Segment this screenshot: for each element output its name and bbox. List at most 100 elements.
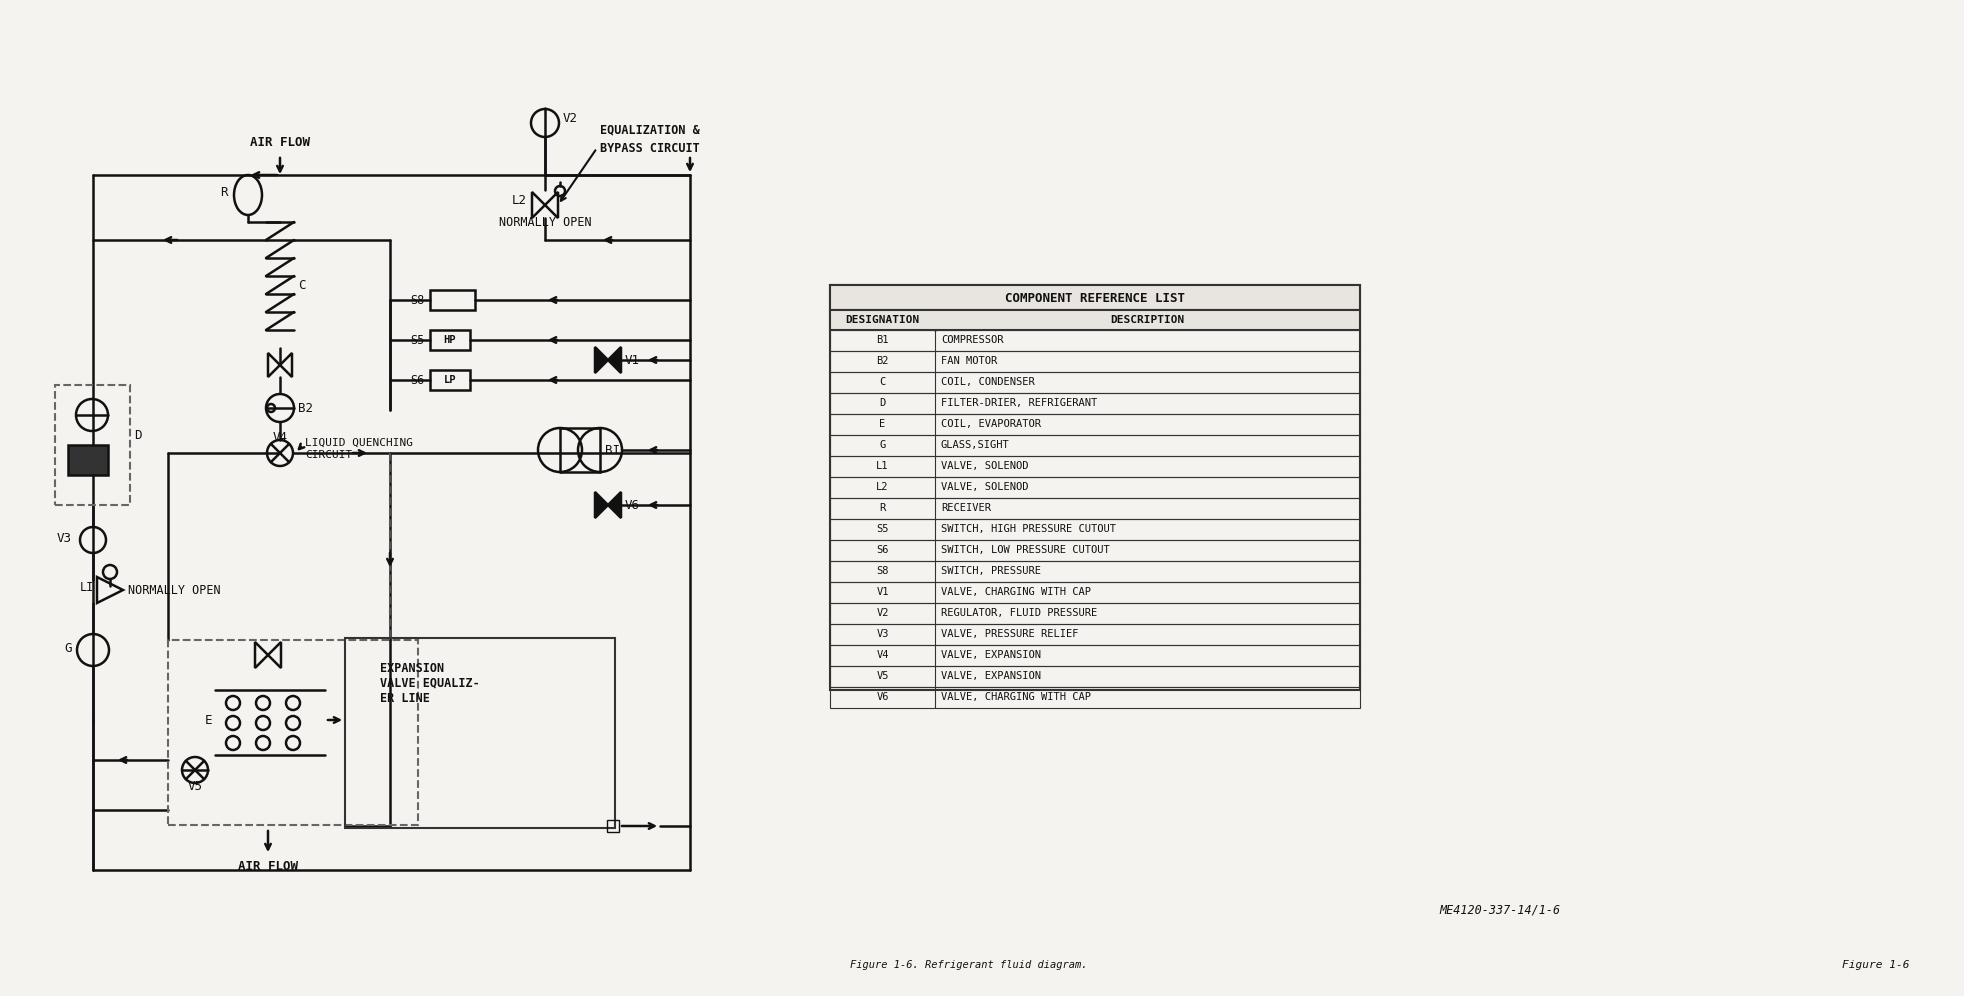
- Bar: [831, 666, 1359, 687]
- Text: VALVE, EXPANSION: VALVE, EXPANSION: [941, 671, 1041, 681]
- Polygon shape: [609, 347, 621, 373]
- Text: BI: BI: [605, 443, 621, 456]
- Bar: [346, 638, 615, 828]
- Text: VALVE, SOLENOD: VALVE, SOLENOD: [941, 482, 1029, 492]
- Text: V6: V6: [625, 499, 640, 512]
- Bar: [831, 414, 1359, 435]
- Bar: [69, 445, 108, 475]
- Text: FAN MOTOR: FAN MOTOR: [941, 356, 998, 366]
- Bar: [831, 561, 1359, 582]
- Text: VALVE, CHARGING WITH CAP: VALVE, CHARGING WITH CAP: [941, 587, 1090, 597]
- Bar: [831, 285, 1359, 310]
- Bar: [831, 645, 1359, 666]
- Text: E: E: [880, 419, 886, 429]
- Bar: [831, 519, 1359, 540]
- Text: VALVE, PRESSURE RELIEF: VALVE, PRESSURE RELIEF: [941, 629, 1078, 639]
- Text: D: D: [880, 398, 886, 408]
- Text: COIL, EVAPORATOR: COIL, EVAPORATOR: [941, 419, 1041, 429]
- Text: FILTER-DRIER, REFRIGERANT: FILTER-DRIER, REFRIGERANT: [941, 398, 1098, 408]
- Text: EXPANSION: EXPANSION: [379, 661, 444, 674]
- Text: EQUALIZATION &: EQUALIZATION &: [599, 124, 699, 136]
- Text: SWITCH, HIGH PRESSURE CUTOUT: SWITCH, HIGH PRESSURE CUTOUT: [941, 524, 1116, 534]
- Text: L2: L2: [876, 482, 890, 492]
- Bar: [831, 351, 1359, 372]
- Text: V5: V5: [876, 671, 890, 681]
- Text: ER LINE: ER LINE: [379, 691, 430, 704]
- Text: V1: V1: [876, 587, 890, 597]
- Text: S5: S5: [876, 524, 890, 534]
- Text: G: G: [65, 641, 73, 654]
- Bar: [831, 603, 1359, 624]
- Text: V6: V6: [876, 692, 890, 702]
- Text: REGULATOR, FLUID PRESSURE: REGULATOR, FLUID PRESSURE: [941, 608, 1098, 618]
- Text: B1: B1: [876, 335, 890, 345]
- Bar: [831, 498, 1359, 519]
- Text: G: G: [880, 440, 886, 450]
- Text: B2: B2: [299, 401, 312, 414]
- Text: ME4120-337-14/1-6: ME4120-337-14/1-6: [1440, 903, 1559, 916]
- Text: VALVE, EXPANSION: VALVE, EXPANSION: [941, 650, 1041, 660]
- Text: LI: LI: [81, 581, 94, 594]
- Text: Figure 1-6: Figure 1-6: [1842, 960, 1911, 970]
- Text: R: R: [880, 503, 886, 513]
- Text: GLASS,SIGHT: GLASS,SIGHT: [941, 440, 1009, 450]
- Polygon shape: [595, 492, 609, 518]
- Bar: [430, 290, 475, 310]
- Bar: [831, 582, 1359, 603]
- Bar: [831, 372, 1359, 393]
- Text: S8: S8: [410, 294, 424, 307]
- Text: NORMALLY OPEN: NORMALLY OPEN: [128, 584, 220, 597]
- Text: E: E: [204, 713, 212, 726]
- Text: C: C: [880, 377, 886, 387]
- Text: VALVE, SOLENOD: VALVE, SOLENOD: [941, 461, 1029, 471]
- Text: DESIGNATION: DESIGNATION: [845, 315, 919, 325]
- Bar: [831, 285, 1359, 690]
- Text: S6: S6: [410, 374, 424, 386]
- Text: DESCRIPTION: DESCRIPTION: [1110, 315, 1184, 325]
- Polygon shape: [595, 347, 609, 373]
- Text: D: D: [134, 428, 141, 441]
- Text: V4: V4: [273, 430, 287, 443]
- Text: RECEIVER: RECEIVER: [941, 503, 992, 513]
- Text: B2: B2: [876, 356, 890, 366]
- Text: R: R: [220, 185, 228, 198]
- Text: Figure 1-6. Refrigerant fluid diagram.: Figure 1-6. Refrigerant fluid diagram.: [850, 960, 1088, 970]
- Text: S8: S8: [876, 566, 890, 576]
- Bar: [607, 820, 619, 832]
- Text: BYPASS CIRCUIT: BYPASS CIRCUIT: [599, 141, 699, 154]
- Text: S5: S5: [410, 334, 424, 347]
- Text: V5: V5: [187, 780, 202, 793]
- Bar: [169, 640, 418, 825]
- Text: V2: V2: [564, 112, 577, 124]
- Bar: [831, 310, 1359, 330]
- Bar: [831, 435, 1359, 456]
- Polygon shape: [609, 492, 621, 518]
- Text: COMPRESSOR: COMPRESSOR: [941, 335, 1004, 345]
- Text: HP: HP: [444, 335, 456, 345]
- Bar: [831, 540, 1359, 561]
- Text: SWITCH, PRESSURE: SWITCH, PRESSURE: [941, 566, 1041, 576]
- Bar: [831, 477, 1359, 498]
- Text: S6: S6: [876, 545, 890, 555]
- Bar: [831, 624, 1359, 645]
- Text: VALVE EQUALIZ-: VALVE EQUALIZ-: [379, 676, 479, 689]
- Text: SWITCH, LOW PRESSURE CUTOUT: SWITCH, LOW PRESSURE CUTOUT: [941, 545, 1110, 555]
- Text: AIR FLOW: AIR FLOW: [249, 135, 310, 148]
- Bar: [55, 385, 130, 505]
- Bar: [831, 330, 1359, 351]
- Text: NORMALLY OPEN: NORMALLY OPEN: [499, 215, 591, 228]
- Text: V1: V1: [625, 354, 640, 367]
- Text: V3: V3: [876, 629, 890, 639]
- Bar: [831, 456, 1359, 477]
- Text: V3: V3: [57, 532, 73, 545]
- Bar: [831, 687, 1359, 708]
- Text: COIL, CONDENSER: COIL, CONDENSER: [941, 377, 1035, 387]
- Bar: [430, 370, 469, 390]
- Text: COMPONENT REFERENCE LIST: COMPONENT REFERENCE LIST: [1006, 292, 1184, 305]
- Bar: [560, 428, 599, 472]
- Text: CIRCUIT: CIRCUIT: [304, 450, 352, 460]
- Text: L1: L1: [876, 461, 890, 471]
- Text: LIQUID QUENCHING: LIQUID QUENCHING: [304, 438, 412, 448]
- Text: L2: L2: [513, 193, 526, 206]
- Bar: [430, 330, 469, 350]
